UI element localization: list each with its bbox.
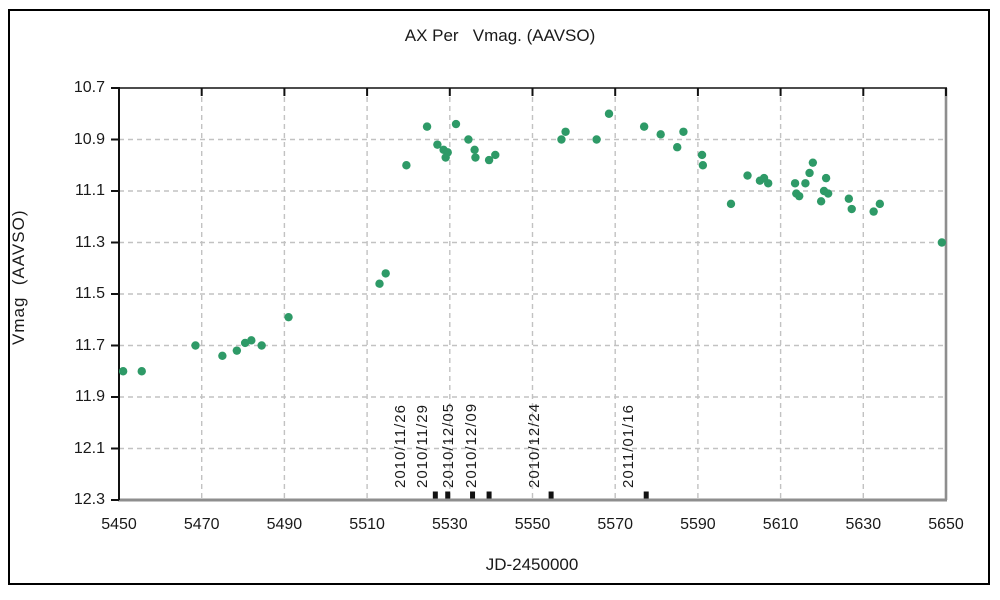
data-point xyxy=(484,155,494,165)
data-point xyxy=(561,127,570,136)
date-marker-label: 2011/01/16 xyxy=(620,404,638,488)
data-point xyxy=(808,158,818,167)
data-point xyxy=(821,173,831,183)
data-point xyxy=(847,204,856,214)
data-point xyxy=(763,179,773,188)
x-tick-label: 5450 xyxy=(101,516,137,533)
data-point xyxy=(937,238,947,247)
data-point xyxy=(805,168,814,178)
data-point xyxy=(816,197,826,206)
data-point xyxy=(801,179,810,188)
date-marker-label: 2010/11/29 xyxy=(413,404,431,488)
x-tick-label: 5650 xyxy=(928,516,964,533)
y-tick-label: 11.3 xyxy=(75,233,105,251)
date-marker-label: 2010/12/24 xyxy=(526,402,544,488)
date-tick-mark xyxy=(445,491,451,499)
y-tick-label: 10.9 xyxy=(73,130,105,148)
data-point xyxy=(402,161,411,170)
x-tick-label: 5570 xyxy=(597,516,633,533)
y-tick-label: 11.1 xyxy=(75,182,105,199)
date-marker-label: 2010/12/05 xyxy=(439,402,457,488)
data-point xyxy=(875,199,885,209)
data-point xyxy=(697,150,707,160)
data-point xyxy=(422,122,432,131)
data-point xyxy=(639,122,649,131)
data-point xyxy=(118,367,128,376)
y-tick-label: 11.9 xyxy=(75,388,105,405)
data-point xyxy=(381,269,390,278)
data-point xyxy=(844,194,854,203)
date-tick-mark xyxy=(548,491,554,499)
y-tick-label: 12.3 xyxy=(73,491,105,508)
x-tick-label: 5510 xyxy=(349,516,385,533)
x-tick-label: 5470 xyxy=(183,516,220,533)
data-point xyxy=(137,367,146,376)
data-point xyxy=(470,145,479,154)
data-point xyxy=(790,179,800,188)
x-tick-label: 5490 xyxy=(266,516,303,533)
data-point xyxy=(698,161,708,170)
data-point xyxy=(592,135,601,144)
data-point xyxy=(284,312,293,322)
data-point xyxy=(433,140,442,149)
data-point xyxy=(557,135,566,144)
data-point xyxy=(679,127,688,136)
date-tick-mark xyxy=(432,491,438,499)
data-point xyxy=(218,351,227,360)
date-marker-label: 2010/12/09 xyxy=(463,402,481,488)
data-point xyxy=(656,130,665,139)
x-tick-label: 5630 xyxy=(845,516,882,533)
chart-title: AX Per Vmag. (AAVSO) xyxy=(404,26,596,45)
y-tick-label: 10.7 xyxy=(73,79,105,96)
data-point xyxy=(726,199,736,209)
data-point xyxy=(191,341,200,350)
data-point xyxy=(451,119,461,129)
data-point xyxy=(257,341,266,350)
data-point xyxy=(795,191,804,201)
data-point xyxy=(869,207,878,216)
data-point xyxy=(743,171,752,180)
y-tick-label: 12.1 xyxy=(73,439,105,457)
x-axis-label: JD-2450000 xyxy=(485,555,579,574)
data-point xyxy=(673,143,682,152)
data-point xyxy=(232,346,242,355)
date-tick-mark xyxy=(470,491,476,499)
x-tick-label: 5530 xyxy=(432,516,468,533)
data-point xyxy=(491,150,500,160)
data-point xyxy=(604,109,614,118)
y-tick-label: 11.5 xyxy=(75,285,105,302)
y-axis-label: Vmag (AAVSO) xyxy=(9,209,28,346)
data-point xyxy=(443,148,452,157)
x-tick-label: 5590 xyxy=(680,516,716,533)
y-tick-label: 11.7 xyxy=(75,336,105,354)
data-point xyxy=(464,135,473,144)
data-point xyxy=(375,279,384,288)
date-tick-mark xyxy=(486,491,492,499)
window-border xyxy=(8,9,990,585)
data-point xyxy=(471,153,480,162)
x-tick-label: 5550 xyxy=(514,516,551,533)
date-marker-label: 2010/11/26 xyxy=(392,404,410,488)
date-tick-mark xyxy=(643,491,649,499)
x-tick-label: 5610 xyxy=(762,516,799,533)
data-point xyxy=(823,189,833,198)
data-point xyxy=(247,336,256,345)
